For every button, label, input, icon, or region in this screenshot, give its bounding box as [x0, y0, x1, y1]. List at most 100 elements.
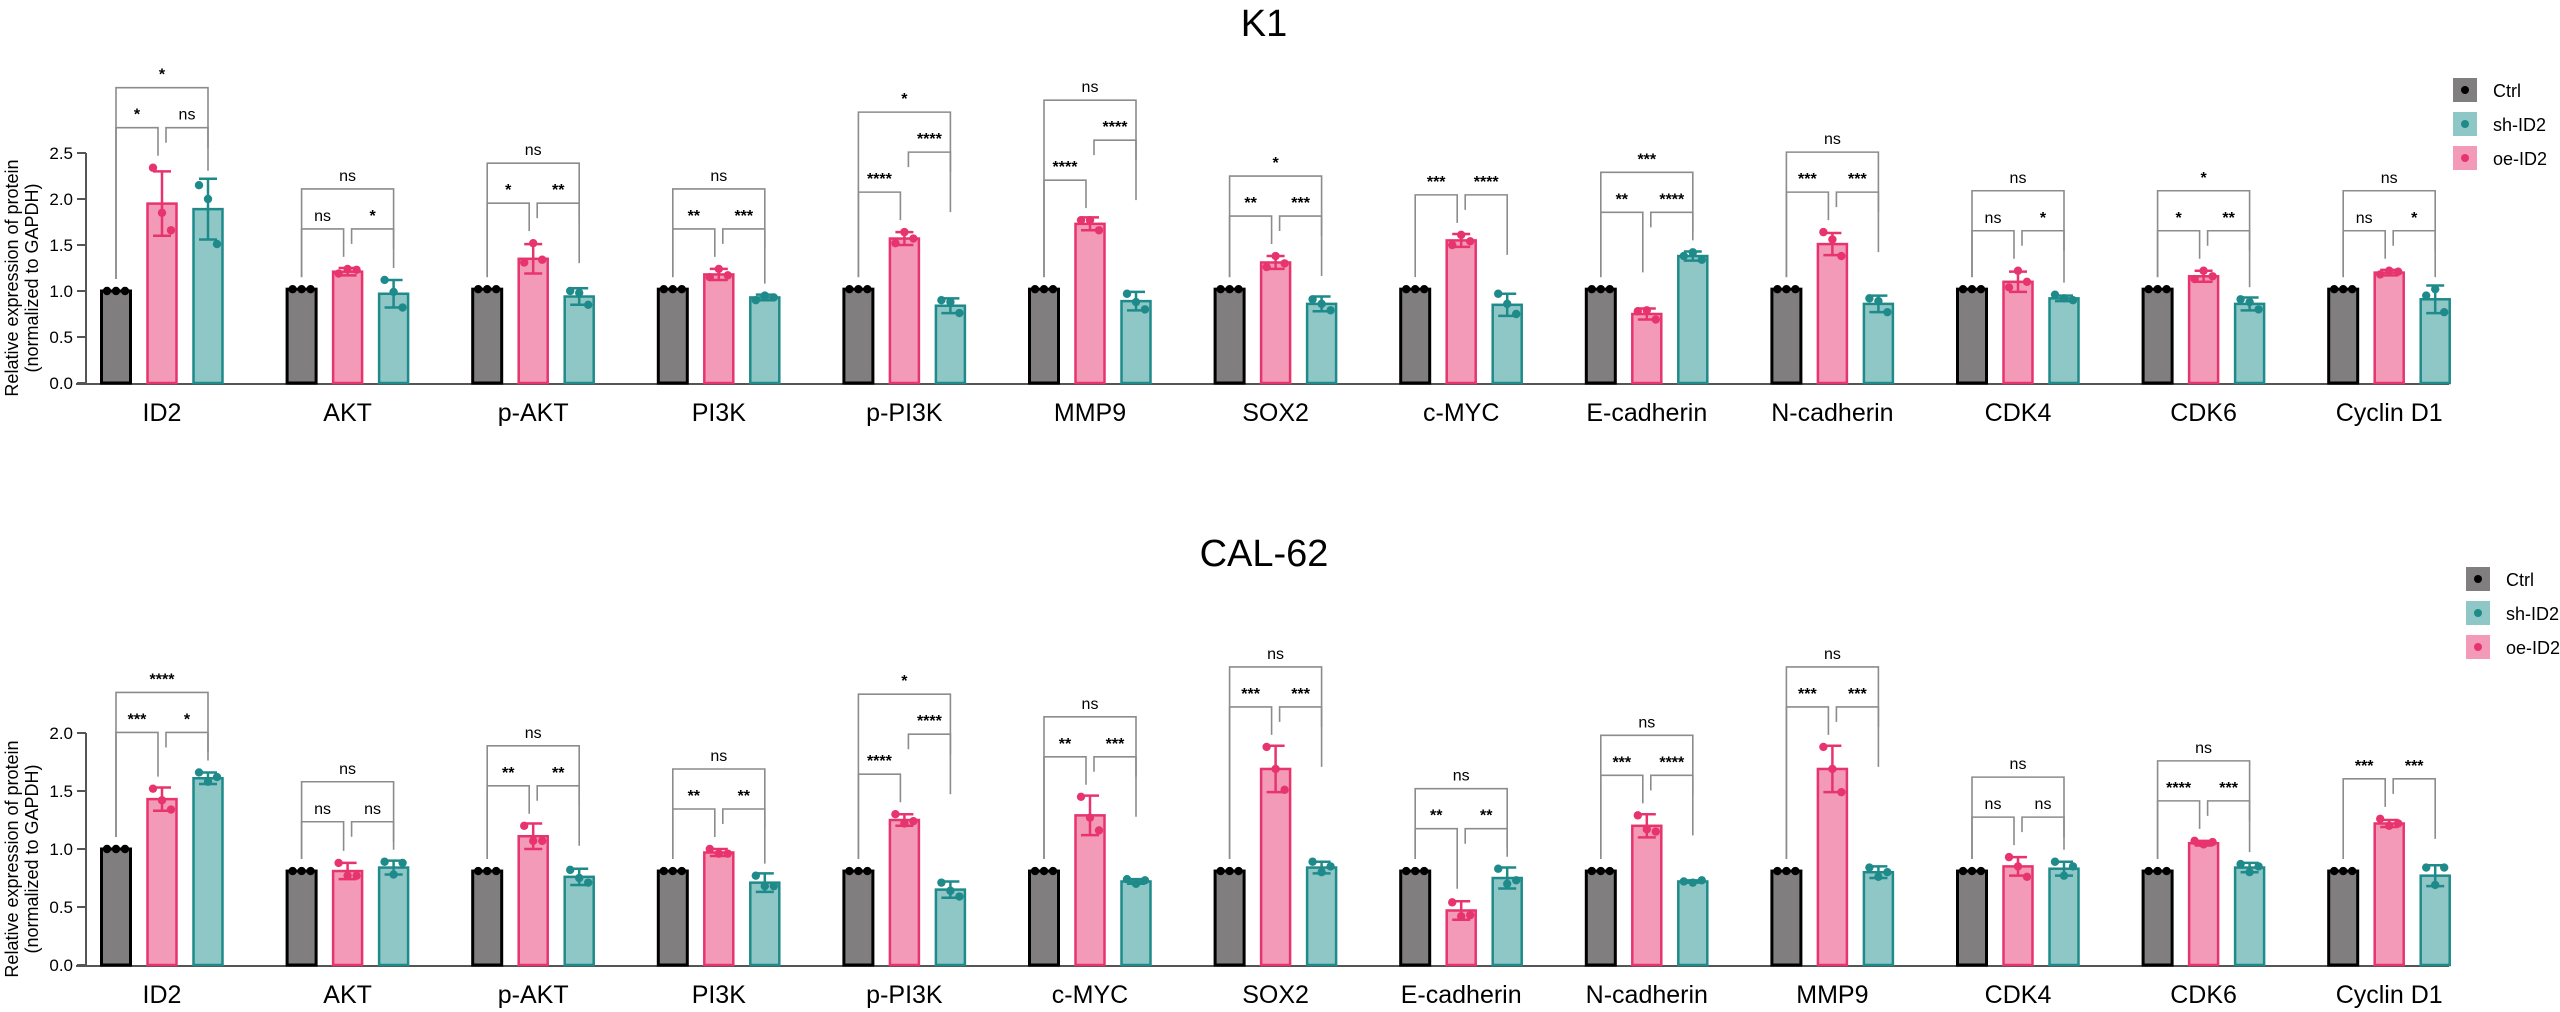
bar-oe-id2-n-cadherin: [1816, 242, 1849, 385]
group-n-cadherin: N-cadherin *** *** ns: [1770, 131, 1895, 427]
significance-label: ns: [1638, 714, 1655, 731]
significance-bracket: [486, 162, 580, 278]
data-point-oe-id2: [1633, 307, 1643, 316]
category-label-cdk4: CDK4: [1985, 399, 2052, 427]
data-point-sh-id2: [1697, 876, 1707, 885]
significance-label: ns: [1985, 210, 2002, 227]
data-point-sh-id2: [212, 239, 222, 249]
data-point-oe-id2: [343, 264, 352, 274]
significance-bracket: [2156, 760, 2251, 860]
data-point-oe-id2: [1085, 813, 1095, 822]
legend-label-oe-id2: oe-ID2: [2493, 149, 2547, 169]
data-point-ctrl: [845, 866, 854, 876]
data-point-oe-id2: [1094, 226, 1104, 235]
significance-bracket: [486, 745, 580, 860]
data-point-sh-id2: [2245, 868, 2254, 877]
data-point-oe-id2: [520, 821, 529, 830]
data-point-ctrl: [1411, 866, 1420, 876]
data-point-oe-id2: [1448, 240, 1457, 250]
data-point-ctrl: [111, 286, 121, 296]
significance-label: ns: [2381, 170, 2398, 187]
data-point-oe-id2: [705, 844, 714, 854]
bar-sh-id2-e-cadherin: [1491, 876, 1523, 967]
category-label-c-myc: c-MYC: [1052, 981, 1128, 1009]
data-point-sh-id2: [194, 181, 204, 190]
significance-bracket: [536, 785, 580, 846]
significance-label: ***: [2355, 758, 2374, 775]
data-point-oe-id2: [148, 163, 158, 172]
bar-sh-id2-c-myc: [1120, 880, 1152, 967]
significance-bracket: [1228, 175, 1323, 278]
bar-sh-id2-akt: [377, 866, 410, 967]
data-point-sh-id2: [2236, 859, 2245, 869]
data-point-sh-id2: [380, 857, 389, 866]
significance-label: ns: [364, 801, 381, 818]
data-point-ctrl: [2144, 284, 2153, 294]
data-point-ctrl: [1420, 284, 1429, 294]
significance-label: ns: [179, 107, 196, 124]
data-point-sh-id2: [1512, 876, 1521, 885]
group-pi3k: PI3K ** ** ns: [656, 748, 781, 1009]
group-p-pi3k: p-PI3K*********: [842, 673, 967, 1009]
group-e-cadherin: E-cadherin ** ** ns: [1399, 768, 1523, 1009]
significance-label: ***: [1106, 736, 1125, 753]
significance-bracket: [1600, 734, 1694, 860]
bar-sh-id2-cdk6: [2233, 866, 2266, 967]
data-point-ctrl: [1958, 284, 1968, 294]
data-point-sh-id2: [2422, 863, 2431, 872]
data-point-oe-id2: [714, 849, 723, 858]
significance-bracket: [1650, 211, 1694, 241]
significance-bracket: [1228, 666, 1323, 860]
bar-oe-id2-cyclin-d1: [2373, 271, 2405, 385]
data-point-sh-id2: [1865, 863, 1874, 872]
bar-ctrl-p-pi3k: [842, 287, 875, 385]
y-tick-label: 1.5: [49, 236, 73, 255]
data-point-oe-id2: [352, 871, 361, 880]
significance-label: ns: [1082, 696, 1099, 713]
bar-sh-id2-pi3k: [749, 881, 781, 967]
group-cdk6: CDK6**** ***ns: [2141, 740, 2266, 1009]
data-point-sh-id2: [389, 870, 398, 879]
data-point-ctrl: [1411, 284, 1420, 294]
data-point-ctrl: [1030, 284, 1040, 294]
data-point-ctrl: [1596, 284, 1606, 294]
significance-label: ns: [314, 801, 331, 818]
data-point-ctrl: [1587, 866, 1597, 876]
bar-ctrl-cdk4: [1956, 869, 1988, 967]
category-label-c-myc: c-MYC: [1423, 399, 1499, 427]
bar-sh-id2-n-cadherin: [1677, 880, 1709, 967]
data-point-sh-id2: [1874, 296, 1883, 306]
bar-sh-id2-cyclin-d1: [2419, 874, 2451, 967]
bar-oe-id2-cdk4: [2002, 280, 2034, 385]
data-point-sh-id2: [2236, 295, 2245, 304]
data-point-sh-id2: [1874, 872, 1883, 882]
bar-oe-id2-sox2: [1259, 261, 1292, 385]
data-point-sh-id2: [1494, 864, 1503, 873]
legend-dot-sh-id2: [2461, 120, 2469, 128]
bar-oe-id2-akt: [331, 270, 364, 385]
significance-bracket: [1785, 151, 1880, 278]
data-point-sh-id2: [1140, 305, 1150, 314]
group-n-cadherin: N-cadherin*** ****ns: [1584, 714, 1709, 1009]
data-point-oe-id2: [1094, 826, 1104, 835]
data-point-oe-id2: [529, 238, 538, 248]
data-point-oe-id2: [520, 258, 529, 267]
bar-oe-id2-cdk6: [2187, 275, 2220, 385]
data-point-oe-id2: [2190, 836, 2199, 846]
data-point-oe-id2: [2190, 274, 2199, 284]
significance-label: ***: [2405, 758, 2424, 775]
significance-label: *: [2200, 170, 2207, 187]
data-point-sh-id2: [1122, 874, 1132, 884]
data-point-sh-id2: [2068, 862, 2078, 871]
data-point-oe-id2: [2199, 840, 2208, 849]
bar-oe-id2-p-pi3k: [888, 818, 921, 967]
data-point-oe-id2: [1280, 259, 1289, 268]
significance-bracket: [907, 733, 952, 795]
bar-ctrl-n-cadherin: [1584, 869, 1617, 967]
significance-label: *: [184, 711, 191, 728]
data-point-oe-id2: [1457, 912, 1466, 921]
bar-sh-id2-e-cadherin: [1677, 254, 1709, 385]
data-point-sh-id2: [1131, 879, 1141, 888]
significance-label: ns: [2195, 740, 2212, 757]
